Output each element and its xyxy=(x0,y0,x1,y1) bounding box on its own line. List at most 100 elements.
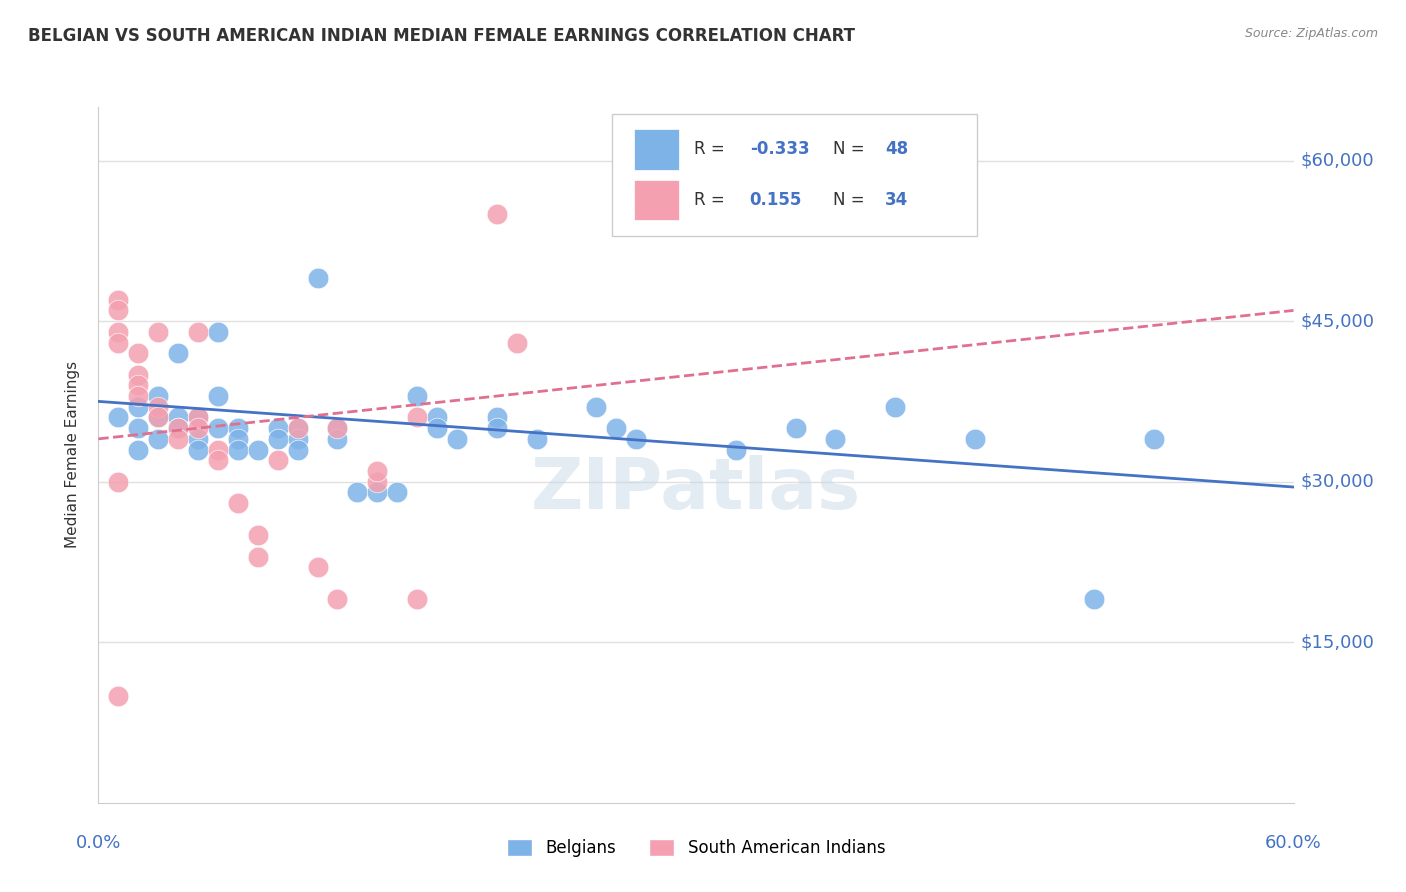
Point xyxy=(267,432,290,446)
Text: N =: N = xyxy=(834,140,870,159)
Point xyxy=(446,432,468,446)
Point xyxy=(127,368,149,382)
Point xyxy=(385,485,409,500)
Point xyxy=(148,410,170,425)
Point xyxy=(824,432,846,446)
Point xyxy=(107,410,129,425)
Point xyxy=(226,432,249,446)
Point xyxy=(107,475,129,489)
Point xyxy=(884,400,907,414)
Point xyxy=(187,442,209,457)
Point xyxy=(207,453,229,467)
Point xyxy=(785,421,807,435)
Text: R =: R = xyxy=(693,191,730,210)
Point xyxy=(107,335,129,350)
Point xyxy=(187,410,209,425)
Text: $15,000: $15,000 xyxy=(1301,633,1375,651)
Point xyxy=(207,325,229,339)
Point xyxy=(326,421,349,435)
Text: N =: N = xyxy=(834,191,870,210)
Point xyxy=(207,389,229,403)
Point xyxy=(207,442,229,457)
Point xyxy=(1143,432,1166,446)
Point xyxy=(287,421,309,435)
Point xyxy=(724,442,747,457)
Point xyxy=(127,389,149,403)
Point xyxy=(287,421,309,435)
Point xyxy=(346,485,368,500)
Point xyxy=(127,442,149,457)
Point xyxy=(406,410,429,425)
Text: R =: R = xyxy=(693,140,730,159)
Text: BELGIAN VS SOUTH AMERICAN INDIAN MEDIAN FEMALE EARNINGS CORRELATION CHART: BELGIAN VS SOUTH AMERICAN INDIAN MEDIAN … xyxy=(28,27,855,45)
Point xyxy=(426,421,449,435)
Point xyxy=(167,346,190,360)
Point xyxy=(127,378,149,392)
Point xyxy=(127,400,149,414)
Point xyxy=(148,432,170,446)
Point xyxy=(226,421,249,435)
FancyBboxPatch shape xyxy=(612,114,977,235)
Point xyxy=(963,432,986,446)
Text: 60.0%: 60.0% xyxy=(1265,834,1322,852)
Point xyxy=(506,335,529,350)
Point xyxy=(366,485,388,500)
Point xyxy=(167,432,190,446)
Y-axis label: Median Female Earnings: Median Female Earnings xyxy=(65,361,80,549)
Point xyxy=(406,389,429,403)
Text: ZIPatlas: ZIPatlas xyxy=(531,455,860,524)
Point xyxy=(187,325,209,339)
Point xyxy=(148,325,170,339)
Point xyxy=(187,410,209,425)
Point xyxy=(226,442,249,457)
Point xyxy=(585,400,607,414)
Point xyxy=(207,421,229,435)
Point xyxy=(605,421,627,435)
Text: $30,000: $30,000 xyxy=(1301,473,1374,491)
Point xyxy=(167,421,190,435)
Point xyxy=(485,207,508,221)
Point xyxy=(246,442,269,457)
Text: -0.333: -0.333 xyxy=(749,140,810,159)
Point xyxy=(485,410,508,425)
Point xyxy=(226,496,249,510)
Point xyxy=(148,400,170,414)
Bar xyxy=(634,180,679,220)
Point xyxy=(127,421,149,435)
Point xyxy=(246,549,269,564)
Point xyxy=(267,453,290,467)
Point xyxy=(307,560,329,574)
Point xyxy=(187,421,209,435)
Point xyxy=(406,592,429,607)
Point xyxy=(187,432,209,446)
Text: 0.0%: 0.0% xyxy=(76,834,121,852)
Point xyxy=(148,389,170,403)
Bar xyxy=(634,129,679,169)
Point xyxy=(326,432,349,446)
Point xyxy=(326,421,349,435)
Point xyxy=(366,464,388,478)
Point xyxy=(426,410,449,425)
Point xyxy=(526,432,548,446)
Point xyxy=(107,689,129,703)
Text: Source: ZipAtlas.com: Source: ZipAtlas.com xyxy=(1244,27,1378,40)
Point xyxy=(287,442,309,457)
Legend: Belgians, South American Indians: Belgians, South American Indians xyxy=(501,832,891,864)
Text: 0.155: 0.155 xyxy=(749,191,803,210)
Point xyxy=(307,271,329,285)
Point xyxy=(267,421,290,435)
Point xyxy=(326,592,349,607)
Text: $45,000: $45,000 xyxy=(1301,312,1375,330)
Point xyxy=(624,432,647,446)
Point xyxy=(366,475,388,489)
Text: 48: 48 xyxy=(884,140,908,159)
Point xyxy=(167,421,190,435)
Point xyxy=(246,528,269,542)
Point xyxy=(287,432,309,446)
Point xyxy=(167,410,190,425)
Text: 34: 34 xyxy=(884,191,908,210)
Point xyxy=(107,293,129,307)
Point xyxy=(127,346,149,360)
Text: $60,000: $60,000 xyxy=(1301,152,1374,169)
Point xyxy=(485,421,508,435)
